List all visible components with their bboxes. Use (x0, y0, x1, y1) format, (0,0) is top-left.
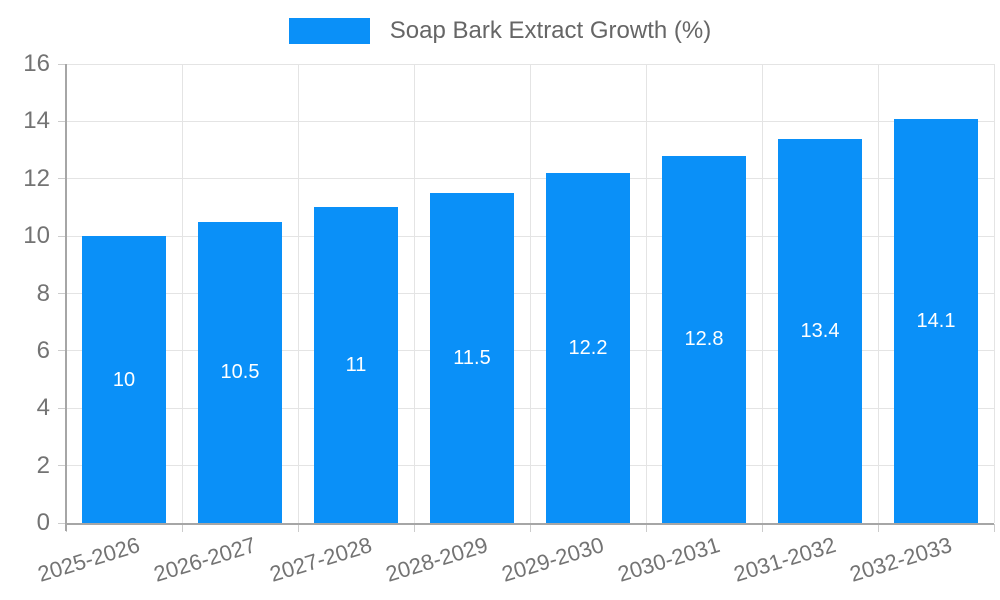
y-tick (58, 235, 66, 237)
y-tick-label: 6 (36, 336, 50, 364)
y-tick (58, 120, 66, 122)
bar-value-label: 10 (112, 368, 136, 391)
x-tick-label: 2029-2030 (498, 532, 607, 587)
bar[interactable] (894, 118, 978, 523)
x-grid-line (529, 64, 531, 523)
bar-value-label: 13.4 (800, 319, 840, 342)
legend-swatch[interactable] (288, 18, 370, 44)
bar-value-label: 12.2 (568, 337, 608, 359)
bar-value-label: 14.1 (916, 309, 956, 332)
y-tick (58, 178, 66, 180)
bar-value-label: 11.5 (453, 347, 491, 370)
x-tick-label: 2027-2028 (266, 532, 375, 587)
y-tick (58, 465, 66, 467)
y-tick-label: 16 (23, 50, 50, 77)
y-tick (58, 63, 66, 65)
x-tick-label: 2031-2032 (730, 532, 839, 587)
x-tick (413, 524, 415, 532)
y-tick-label: 8 (36, 279, 50, 307)
x-tick (645, 524, 647, 532)
x-tick (993, 524, 995, 532)
x-axis-line (66, 523, 994, 525)
x-grid-line (297, 64, 299, 523)
y-tick-label: 12 (23, 164, 50, 192)
bar-value-label: 12.8 (684, 328, 724, 351)
y-tick-label: 0 (36, 509, 50, 536)
bar-value-label: 10.5 (220, 361, 260, 384)
x-tick (297, 524, 299, 532)
bar[interactable] (778, 138, 862, 523)
x-grid-line (181, 64, 183, 523)
x-tick-label: 2032-2033 (846, 532, 955, 587)
x-tick-label: 2028-2029 (382, 532, 491, 587)
y-tick-label: 2 (36, 451, 50, 479)
x-tick-label: 2030-2031 (614, 532, 723, 587)
y-axis-line (65, 64, 67, 531)
bar[interactable] (82, 236, 166, 523)
x-tick (761, 524, 763, 532)
x-grid-line (413, 64, 415, 523)
x-grid-line (877, 64, 879, 523)
bar[interactable] (662, 155, 746, 523)
bar[interactable] (546, 173, 630, 523)
legend[interactable]: Soap Bark Extract Growth (%) (0, 18, 1000, 44)
x-tick (877, 524, 879, 532)
x-grid-line (993, 64, 995, 523)
legend-label[interactable]: Soap Bark Extract Growth (%) (389, 17, 712, 44)
x-tick (529, 524, 531, 532)
bar[interactable] (198, 221, 282, 523)
bar-value-label: 11 (345, 354, 367, 377)
x-grid-line (645, 64, 647, 523)
x-tick-label: 2026-2027 (150, 532, 259, 587)
y-tick (58, 522, 66, 524)
x-tick-label: 2025-2026 (34, 532, 143, 587)
x-tick (181, 524, 183, 532)
y-tick-label: 14 (23, 107, 50, 135)
bar[interactable] (430, 193, 514, 523)
x-grid-line (761, 64, 763, 523)
y-tick-label: 4 (36, 394, 50, 422)
bar[interactable] (314, 207, 398, 523)
y-tick (58, 350, 66, 352)
y-tick-label: 10 (23, 222, 50, 250)
y-tick (58, 293, 66, 294)
y-tick (58, 407, 66, 409)
